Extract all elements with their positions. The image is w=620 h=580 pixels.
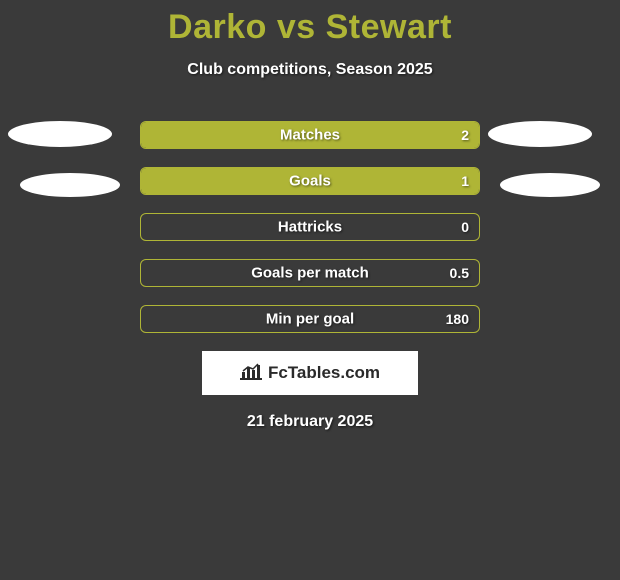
source-logo: FcTables.com: [202, 351, 418, 395]
stat-value: 1: [461, 173, 469, 189]
date-label: 21 february 2025: [0, 413, 620, 431]
stat-label: Hattricks: [278, 219, 342, 236]
stat-row-hattricks: Hattricks 0: [140, 213, 480, 241]
chart-icon: [240, 362, 262, 385]
comparison-chart: Matches 2 Goals 1 Hattricks 0 Goals per …: [0, 121, 620, 431]
logo-text: FcTables.com: [268, 363, 380, 383]
stat-row-goals-per-match: Goals per match 0.5: [140, 259, 480, 287]
stat-value: 0.5: [450, 265, 469, 281]
page-title: Darko vs Stewart: [0, 0, 620, 47]
stat-row-min-per-goal: Min per goal 180: [140, 305, 480, 333]
subtitle: Club competitions, Season 2025: [0, 61, 620, 79]
stat-row-goals: Goals 1: [140, 167, 480, 195]
stat-label: Matches: [280, 127, 340, 144]
stat-row-matches: Matches 2: [140, 121, 480, 149]
player-left-ellipse-1: [8, 121, 112, 147]
stat-label: Goals per match: [251, 265, 369, 282]
player-left-ellipse-2: [20, 173, 120, 197]
stat-value: 2: [461, 127, 469, 143]
stat-value: 180: [446, 311, 469, 327]
stat-label: Goals: [289, 173, 331, 190]
player-right-ellipse-1: [488, 121, 592, 147]
player-right-ellipse-2: [500, 173, 600, 197]
stat-value: 0: [461, 219, 469, 235]
stat-label: Min per goal: [266, 311, 354, 328]
